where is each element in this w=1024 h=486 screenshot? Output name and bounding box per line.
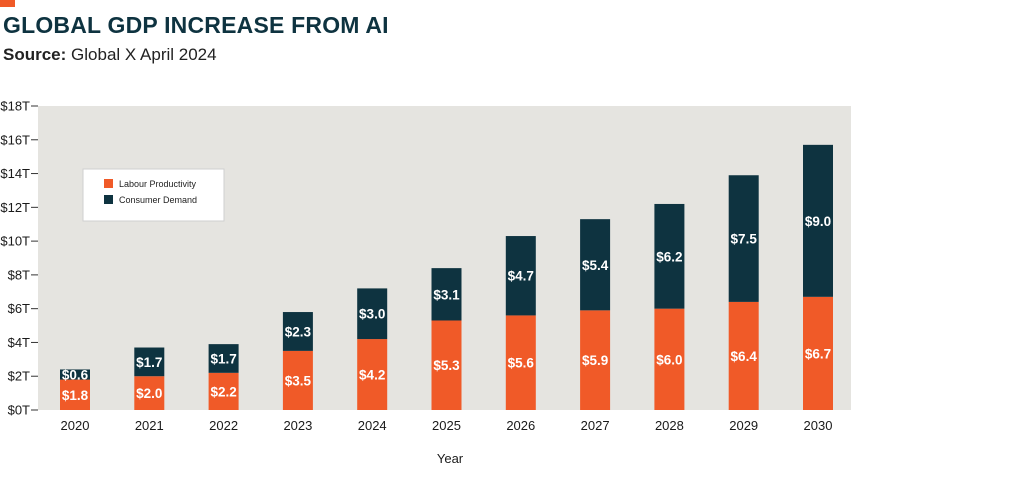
y-tick-label: $14T xyxy=(0,166,30,181)
bar-value-label: $6.2 xyxy=(656,249,682,264)
bar-labour-productivity xyxy=(654,308,685,410)
bar-value-label: $5.9 xyxy=(582,353,608,368)
bar-value-label: $4.2 xyxy=(359,368,385,383)
bar-value-label: $7.5 xyxy=(731,232,758,247)
x-tick-label: 2021 xyxy=(135,418,164,433)
bar-value-label: $6.7 xyxy=(805,346,831,361)
bar-value-label: $5.4 xyxy=(582,258,609,273)
y-tick-label: $6T xyxy=(8,301,30,316)
x-tick-label: 2022 xyxy=(209,418,238,433)
bar-labour-productivity xyxy=(60,379,90,410)
bar-value-label: $1.7 xyxy=(210,351,236,366)
bar-labour-productivity xyxy=(505,315,536,410)
bar-consumer-demand xyxy=(60,369,90,380)
y-tick-label: $8T xyxy=(8,267,30,282)
bar-labour-productivity xyxy=(803,296,833,410)
bar-consumer-demand xyxy=(208,344,239,373)
bar-labour-productivity xyxy=(134,376,165,410)
bar-consumer-demand xyxy=(357,288,388,340)
y-tick-label: $16T xyxy=(0,132,30,147)
bar-value-label: $1.8 xyxy=(62,388,89,403)
bar-consumer-demand xyxy=(134,347,165,377)
y-tick-label: $4T xyxy=(8,335,30,350)
bar-value-label: $2.0 xyxy=(136,386,162,401)
x-tick-label: 2020 xyxy=(61,418,90,433)
bar-labour-productivity xyxy=(580,310,611,410)
x-axis-title: Year xyxy=(437,451,464,466)
x-tick-label: 2026 xyxy=(506,418,535,433)
bar-labour-productivity xyxy=(282,350,313,410)
x-tick-label: 2029 xyxy=(729,418,758,433)
x-tick-label: 2027 xyxy=(581,418,610,433)
bar-value-label: $2.3 xyxy=(285,324,312,339)
bar-value-label: $9.0 xyxy=(805,214,831,229)
y-tick-label: $12T xyxy=(0,200,30,215)
legend-label: Labour Productivity xyxy=(119,179,197,189)
legend-label: Consumer Demand xyxy=(119,195,197,205)
x-tick-label: 2024 xyxy=(358,418,387,433)
bar-value-label: $3.5 xyxy=(285,373,312,388)
y-tick-label: $10T xyxy=(0,234,30,249)
bar-value-label: $6.4 xyxy=(731,349,758,364)
x-tick-label: 2023 xyxy=(283,418,312,433)
x-tick-label: 2030 xyxy=(804,418,833,433)
chart-title: GLOBAL GDP INCREASE FROM AI xyxy=(3,12,389,38)
bar-value-label: $5.3 xyxy=(433,358,460,373)
bar-labour-productivity xyxy=(208,372,239,410)
x-tick-label: 2025 xyxy=(432,418,461,433)
source-label: Source: xyxy=(3,45,67,64)
bar-value-label: $5.6 xyxy=(508,356,535,371)
bar-consumer-demand xyxy=(580,219,611,311)
bar-value-label: $4.7 xyxy=(508,269,534,284)
legend-swatch xyxy=(104,179,113,188)
bar-labour-productivity xyxy=(728,301,759,410)
source-text: Global X April 2024 xyxy=(71,45,217,64)
bar-value-label: $0.6 xyxy=(62,368,89,383)
x-tick-label: 2028 xyxy=(655,418,684,433)
bar-value-label: $3.1 xyxy=(433,287,460,302)
bar-value-label: $2.2 xyxy=(210,384,236,399)
bar-value-label: $3.0 xyxy=(359,307,385,322)
bar-consumer-demand xyxy=(728,175,759,302)
bar-consumer-demand xyxy=(803,144,833,297)
chart-source: Source: Global X April 2024 xyxy=(3,45,217,65)
legend-swatch xyxy=(104,195,113,204)
accent-mark xyxy=(0,0,15,7)
y-tick-label: $2T xyxy=(8,369,30,384)
bar-labour-productivity xyxy=(357,339,388,410)
y-tick-label: $18T xyxy=(0,99,30,114)
bar-value-label: $6.0 xyxy=(656,352,682,367)
bar-value-label: $1.7 xyxy=(136,355,162,370)
bar-consumer-demand xyxy=(654,203,685,309)
bar-consumer-demand xyxy=(282,312,313,351)
bar-consumer-demand xyxy=(431,268,462,321)
bar-labour-productivity xyxy=(431,320,462,410)
y-tick-label: $0T xyxy=(8,403,30,418)
bar-consumer-demand xyxy=(505,236,536,316)
